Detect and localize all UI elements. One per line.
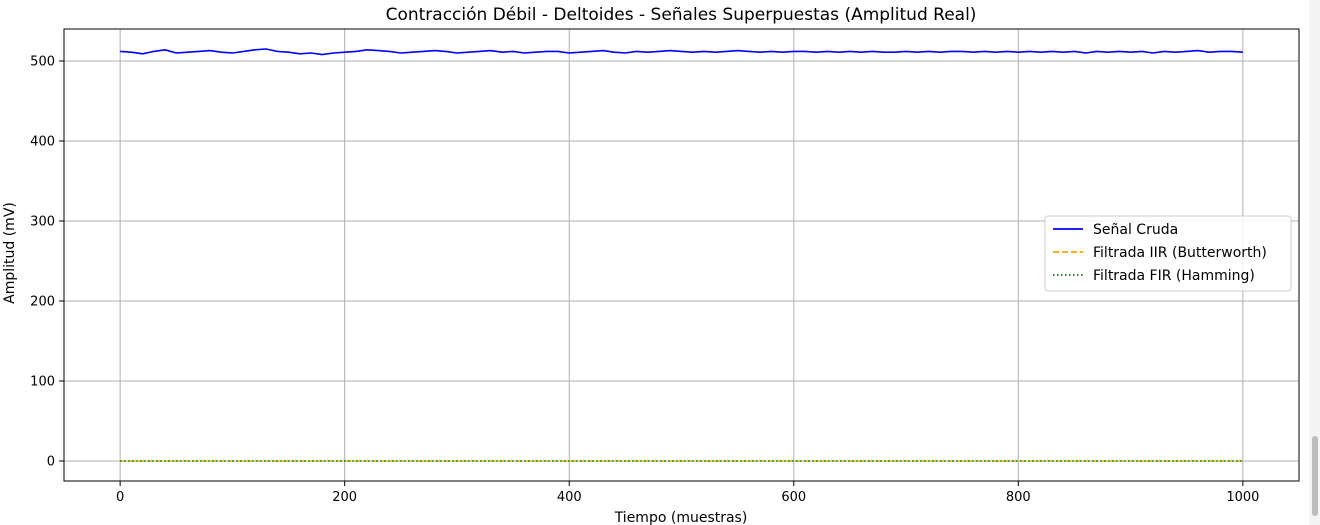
scrollbar-thumb[interactable]: [1312, 436, 1318, 516]
plot-frame: [63, 28, 1300, 482]
x-tick-label-2: 400: [557, 490, 582, 505]
legend-label-0: Señal Cruda: [1093, 222, 1178, 238]
legend-label-1: Filtrada IIR (Butterworth): [1093, 245, 1267, 261]
y-tick-label-3: 300: [30, 215, 55, 230]
y-tick-label-0: 0: [47, 455, 55, 470]
legend-box: [1044, 215, 1292, 292]
x-tick-label-4: 800: [1006, 490, 1031, 505]
y-axis-label: Amplitud (mV): [2, 202, 18, 304]
y-tick-label-5: 500: [30, 55, 55, 70]
x-tick-label-1: 200: [332, 490, 357, 505]
series-line-0: [120, 48, 1243, 56]
x-tick-label-5: 1000: [1226, 490, 1259, 505]
chart-title: Contracción Débil - Deltoides - Señales …: [386, 5, 977, 25]
axis-ticks: 0 200 400 600 800 1000 0 100 200 300 400 500: [30, 55, 1259, 506]
vertical-scrollbar[interactable]: [1309, 0, 1320, 525]
y-tick-label-1: 100: [30, 375, 55, 390]
y-tick-label-4: 400: [30, 135, 55, 150]
legend-label-2: Filtrada FIR (Hamming): [1093, 268, 1255, 284]
series-layer: [120, 48, 1243, 462]
legend: Señal Cruda Filtrada IIR (Butterworth) Fil…: [1044, 215, 1292, 292]
y-tick-label-2: 200: [30, 295, 55, 310]
x-tick-label-3: 600: [781, 490, 806, 505]
x-axis-label: Tiempo (muestras): [614, 510, 748, 525]
x-tick-label-0: 0: [116, 490, 124, 505]
